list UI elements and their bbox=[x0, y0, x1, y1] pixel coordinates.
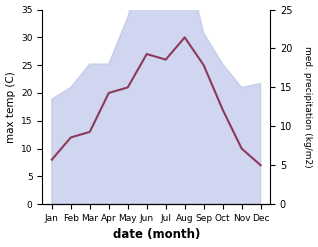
X-axis label: date (month): date (month) bbox=[113, 228, 200, 242]
Y-axis label: max temp (C): max temp (C) bbox=[5, 71, 16, 143]
Y-axis label: med. precipitation (kg/m2): med. precipitation (kg/m2) bbox=[303, 46, 313, 168]
